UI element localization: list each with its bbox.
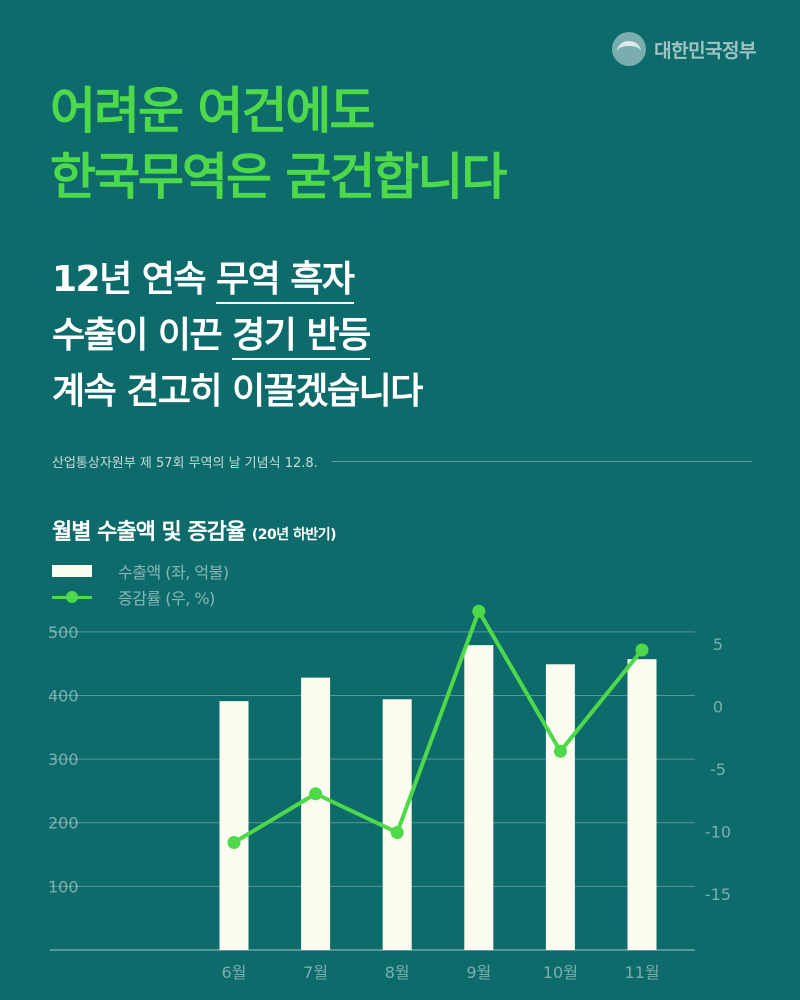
left-axis-tick-label: 100 — [48, 877, 79, 896]
headline: 어려운 여건에도 한국무역은 굳건합니다 — [50, 78, 507, 210]
subhead-line-2-text: 수출이 이끈 — [52, 315, 233, 356]
growth-point — [390, 826, 404, 839]
subhead-line-1-text: 12년 연속 — [52, 259, 217, 300]
growth-point — [227, 836, 241, 849]
subhead-line-3: 계속 견고히 이끌겠습니다 — [52, 371, 423, 412]
x-axis-tick-label: 9월 — [466, 963, 491, 982]
legend-item-growth: 증감률 (우, %) — [52, 584, 229, 610]
legend-label-exports: 수출액 (좌, 억불) — [118, 563, 229, 582]
brand-logo: 대한민국정부 — [612, 32, 756, 66]
headline-line-1: 어려운 여건에도 — [50, 82, 375, 140]
growth-point — [309, 787, 323, 801]
subheadline: 12년 연속 무역 흑자 수출이 이끈 경기 반등 계속 견고히 이끌겠습니다 — [52, 252, 423, 420]
x-axis-tick-label: 8월 — [385, 963, 410, 982]
right-axis-tick-label: -10 — [705, 822, 731, 841]
chart-legend: 수출액 (좌, 억불) 증감률 (우, %) — [52, 558, 229, 610]
left-axis-tick-label: 200 — [48, 814, 79, 833]
bar — [627, 659, 657, 950]
bar — [382, 699, 412, 950]
source-row: 산업통상자원부 제 57회 무역의 날 기념식 12.8. — [52, 452, 752, 471]
right-axis-tick-label: -5 — [710, 760, 726, 779]
x-axis-tick-label: 10월 — [543, 963, 578, 982]
subhead-line-1-underlined: 무역 흑자 — [216, 259, 355, 304]
left-axis-tick-label: 500 — [48, 623, 79, 642]
subhead-line-2: 수출이 이끈 경기 반등 — [52, 308, 422, 364]
bar — [301, 677, 331, 950]
x-axis-tick-label: 6월 — [222, 963, 247, 982]
export-chart: 100 200 300 400 500 5 0 -5 -10 -15 6월 7월 8월 9월 10월 11월 — [48, 604, 731, 982]
headline-line-2: 한국무역은 굳건합니다 — [50, 148, 507, 206]
growth-point — [472, 604, 486, 618]
line-swatch-icon — [52, 591, 92, 603]
legend-label-growth: 증감률 (우, %) — [118, 589, 215, 608]
left-axis-tick-label: 300 — [48, 750, 79, 769]
left-axis-tick-label: 400 — [48, 686, 79, 705]
bar — [545, 664, 575, 950]
subhead-line-1: 12년 연속 무역 흑자 — [52, 252, 422, 308]
divider — [331, 461, 752, 462]
growth-point — [553, 744, 567, 758]
right-axis-tick-label: 0 — [713, 697, 723, 716]
brand-name: 대한민국정부 — [654, 39, 756, 62]
bar — [219, 701, 249, 950]
source-caption: 산업통상자원부 제 57회 무역의 날 기념식 12.8. — [52, 456, 318, 471]
right-axis-tick-label: 5 — [713, 635, 723, 654]
chart-title: 월별 수출액 및 증감율 (20년 하반기) — [52, 514, 337, 546]
growth-line — [232, 609, 644, 845]
x-axis-tick-label: 11월 — [624, 963, 659, 982]
bar — [464, 645, 494, 950]
growth-point — [635, 643, 649, 657]
taegeuk-icon — [612, 32, 647, 66]
bar-swatch-icon — [52, 565, 92, 577]
chart-subtitle: (20년 하반기) — [251, 527, 337, 543]
subhead-line-2-underlined: 경기 반등 — [232, 315, 371, 360]
chart-title-text: 월별 수출액 및 증감율 — [52, 520, 246, 545]
legend-item-exports: 수출액 (좌, 억불) — [52, 558, 229, 584]
right-axis-tick-label: -15 — [705, 885, 731, 904]
x-axis-tick-label: 7월 — [303, 963, 328, 982]
